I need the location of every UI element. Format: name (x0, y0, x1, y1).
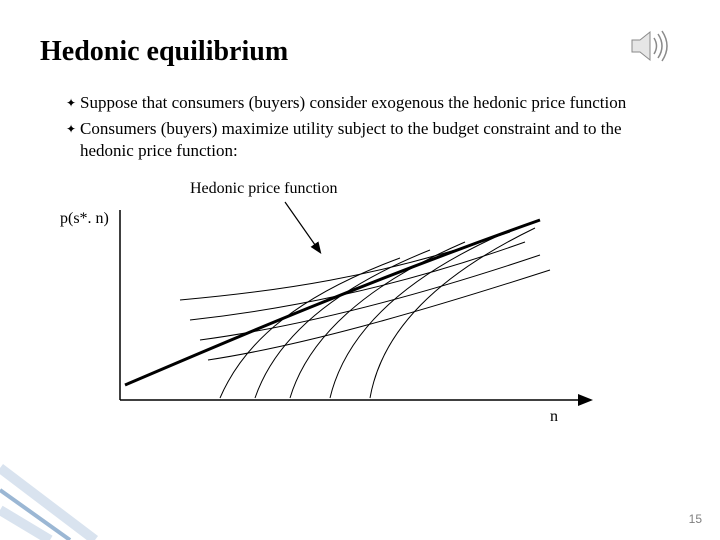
bullet-text: Suppose that consumers (buyers) consider… (80, 92, 626, 114)
page-number: 15 (689, 512, 702, 526)
corner-accent (0, 450, 130, 540)
bullet-list: ✦ Suppose that consumers (buyers) consid… (66, 92, 650, 162)
list-item: ✦ Suppose that consumers (buyers) consid… (66, 92, 650, 114)
graph-x-axis-label: n (550, 408, 558, 426)
graph-y-axis-label: p(s*. n) (60, 210, 109, 228)
list-item: ✦ Consumers (buyers) maximize utility su… (66, 118, 650, 162)
slide-title: Hedonic equilibrium (40, 36, 680, 68)
graph-svg (70, 180, 630, 440)
bullet-text: Consumers (buyers) maximize utility subj… (80, 118, 650, 162)
bullet-icon: ✦ (66, 92, 80, 114)
speaker-icon (628, 28, 672, 69)
hedonic-graph: Hedonic price function p(s*. n) n (70, 180, 630, 440)
graph-label-hedonic: Hedonic price function (190, 180, 338, 198)
slide: Hedonic equilibrium ✦ Suppose that consu… (0, 0, 720, 540)
bullet-icon: ✦ (66, 118, 80, 140)
